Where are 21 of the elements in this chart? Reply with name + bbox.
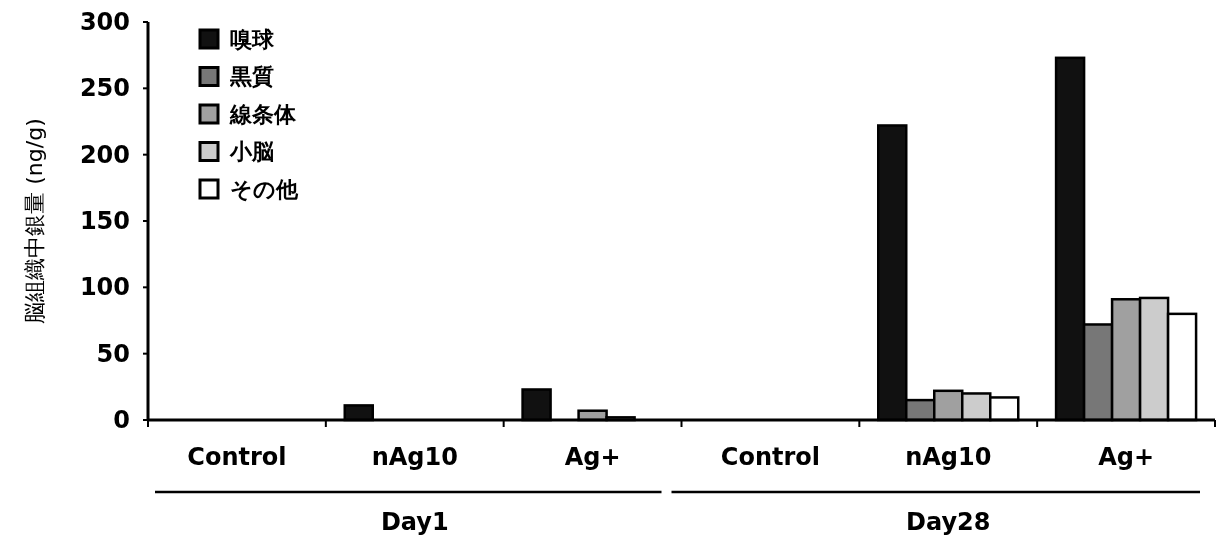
legend-label: その他	[230, 176, 299, 202]
text: Day28	[906, 508, 991, 536]
legend-label: 黒質	[229, 64, 274, 89]
y-tick-label: 200	[79, 140, 130, 169]
x-tick-label: Control	[720, 443, 821, 471]
y-tick-label: 150	[79, 207, 130, 235]
x-tick-label: nAg10	[371, 443, 458, 471]
y-tick-label: 50	[96, 339, 130, 368]
text: Day1	[380, 508, 449, 536]
y-tick-label: 100	[79, 273, 130, 302]
y-tick-label: 300	[79, 8, 130, 36]
y-axis-title: 脳組織中銀量 (ng/g)	[21, 118, 47, 324]
x-tick-label: Ag+	[564, 443, 621, 471]
legend-label: 線条体	[229, 101, 297, 127]
legend-label: 嗅球	[230, 26, 275, 52]
x-tick-label: Control	[187, 443, 287, 471]
x-tick-label: Ag+	[1098, 443, 1155, 471]
legend-label: 小脳	[229, 139, 274, 164]
x-tick-label: nAg10	[905, 443, 992, 471]
y-tick-label: 250	[79, 74, 130, 103]
y-tick-label: 0	[113, 406, 130, 434]
